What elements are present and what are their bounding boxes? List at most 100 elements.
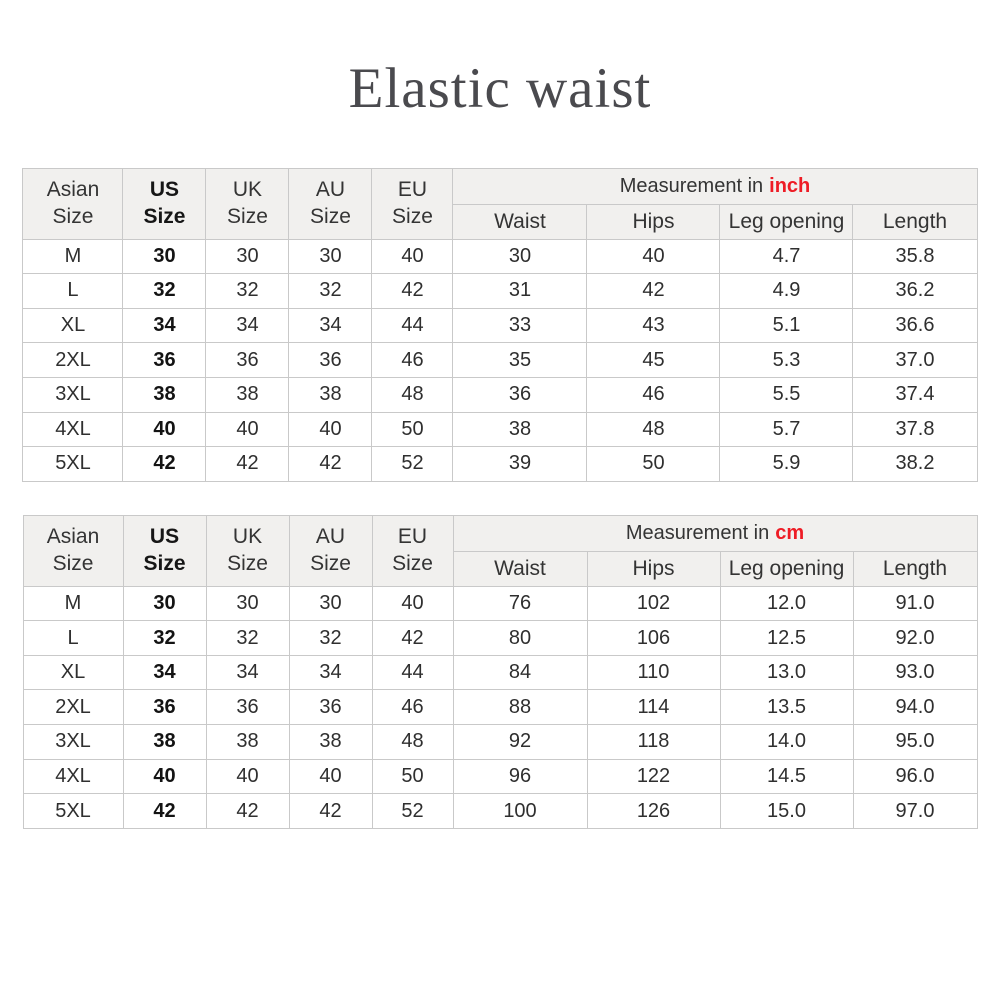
table-cell: 42 xyxy=(586,273,721,309)
measurement-unit-header: Measurement in cm xyxy=(452,514,978,552)
column-header-waist: Waist xyxy=(452,203,588,240)
table-cell: 46 xyxy=(586,376,721,413)
column-header-au-size: AU Size xyxy=(288,514,373,587)
table-cell: 42 xyxy=(122,793,207,829)
table-cell: 14.0 xyxy=(719,724,854,760)
column-header-length: Length xyxy=(852,550,978,587)
header-line: Size xyxy=(227,204,268,228)
table-cell: 92 xyxy=(452,724,588,760)
table-cell: 40 xyxy=(586,238,721,275)
column-header-uk-size: UK Size xyxy=(205,167,290,240)
table-cell: 44 xyxy=(371,654,454,691)
table-cell: 36 xyxy=(288,689,373,726)
table-cell: 15.0 xyxy=(719,793,854,829)
table-cell: M xyxy=(22,238,124,275)
header-line: US xyxy=(149,525,180,549)
table-cell: 122 xyxy=(586,758,721,795)
table-cell: 3XL xyxy=(22,376,124,413)
table-cell: 30 xyxy=(205,238,290,275)
table-cell: 31 xyxy=(452,273,588,309)
table-row: M 30 30 30 40 76 102 12.0 91.0 xyxy=(22,585,978,622)
table-cell: 40 xyxy=(205,758,290,795)
table-cell: 34 xyxy=(205,307,290,344)
table-cell: 38.2 xyxy=(852,446,978,482)
table-row: 4XL 40 40 40 50 38 48 5.7 37.8 xyxy=(22,411,978,448)
table-cell: 50 xyxy=(371,411,454,448)
header-line: Asian xyxy=(46,178,100,202)
table-cell: 34 xyxy=(288,307,373,344)
table-row: L 32 32 32 42 31 42 4.9 36.2 xyxy=(22,273,978,309)
table-cell: 91.0 xyxy=(852,585,978,622)
table-row: 2XL 36 36 36 46 88 114 13.5 94.0 xyxy=(22,689,978,726)
table-cell: 84 xyxy=(452,654,588,691)
table-cell: 38 xyxy=(205,376,290,413)
column-header-hips: Hips xyxy=(586,203,721,240)
table-cell: 3XL xyxy=(22,724,124,760)
header-line: Size xyxy=(392,204,433,228)
table-cell: 30 xyxy=(288,585,373,622)
table-cell: 36 xyxy=(205,689,290,726)
table-cell: 32 xyxy=(122,273,207,309)
table-cell: 36.2 xyxy=(852,273,978,309)
table-cell: 32 xyxy=(288,620,373,656)
table-cell: 36 xyxy=(288,342,373,378)
table-row: XL 34 34 34 44 84 110 13.0 93.0 xyxy=(22,654,978,691)
table-cell: 4.9 xyxy=(719,273,854,309)
table-cell: M xyxy=(22,585,124,622)
table-cell: 5.5 xyxy=(719,376,854,413)
table-cell: 40 xyxy=(288,411,373,448)
table-cell: 35.8 xyxy=(852,238,978,275)
measurement-prefix: Measurement in xyxy=(619,174,764,197)
table-cell: 38 xyxy=(122,376,207,413)
table-cell: 12.5 xyxy=(719,620,854,656)
table-row: 5XL 42 42 42 52 100 126 15.0 97.0 xyxy=(22,793,978,829)
header-line: UK xyxy=(232,525,263,549)
table-cell: 118 xyxy=(586,724,721,760)
header-line: Asian xyxy=(46,525,100,549)
table-cell: 34 xyxy=(205,654,290,691)
table-cell: 30 xyxy=(122,585,207,622)
column-header-asian-size: Asian Size xyxy=(22,514,124,587)
table-cell: 88 xyxy=(452,689,588,726)
table-cell: 34 xyxy=(122,654,207,691)
table-cell: 32 xyxy=(205,273,290,309)
table-cell: 4XL xyxy=(22,411,124,448)
size-table-inch: Asian Size US Size UK Size AU Size EU Si… xyxy=(22,167,978,482)
table-cell: 40 xyxy=(122,411,207,448)
table-cell: 4.7 xyxy=(719,238,854,275)
table-cell: 40 xyxy=(371,585,454,622)
measurement-unit-header: Measurement in inch xyxy=(452,167,978,205)
header-row-measures: Waist Hips Leg opening Length xyxy=(23,550,978,587)
table-cell: 38 xyxy=(288,376,373,413)
header-line: Size xyxy=(227,551,268,575)
table-row: 3XL 38 38 38 48 36 46 5.5 37.4 xyxy=(22,376,978,413)
table-cell: 38 xyxy=(288,724,373,760)
table-cell: 40 xyxy=(371,238,454,275)
table-cell: 4XL xyxy=(22,758,124,795)
header-line: AU xyxy=(315,178,346,202)
table-cell: 34 xyxy=(122,307,207,344)
table-cell: 36 xyxy=(205,342,290,378)
table-cell: 33 xyxy=(452,307,588,344)
table-cell: 30 xyxy=(122,238,207,275)
table-cell: 37.8 xyxy=(852,411,978,448)
table-cell: 40 xyxy=(122,758,207,795)
table-cell: 32 xyxy=(122,620,207,656)
table-cell: 14.5 xyxy=(719,758,854,795)
table-cell: 36.6 xyxy=(852,307,978,344)
table-cell: 96.0 xyxy=(852,758,978,795)
column-header-hips: Hips xyxy=(586,550,721,587)
table-cell: 80 xyxy=(452,620,588,656)
column-header-asian-size: Asian Size xyxy=(22,167,124,240)
table-row: 5XL 42 42 42 52 39 50 5.9 38.2 xyxy=(22,446,978,482)
table-cell: 38 xyxy=(122,724,207,760)
header-line: UK xyxy=(232,178,263,202)
table-cell: 36 xyxy=(122,342,207,378)
column-header-leg-opening: Leg opening xyxy=(719,550,854,587)
column-header-length: Length xyxy=(852,203,978,240)
table-cell: 38 xyxy=(205,724,290,760)
table-cell: 36 xyxy=(452,376,588,413)
table-row: XL 34 34 34 44 33 43 5.1 36.6 xyxy=(22,307,978,344)
table-cell: 96 xyxy=(452,758,588,795)
header-line: AU xyxy=(315,525,346,549)
